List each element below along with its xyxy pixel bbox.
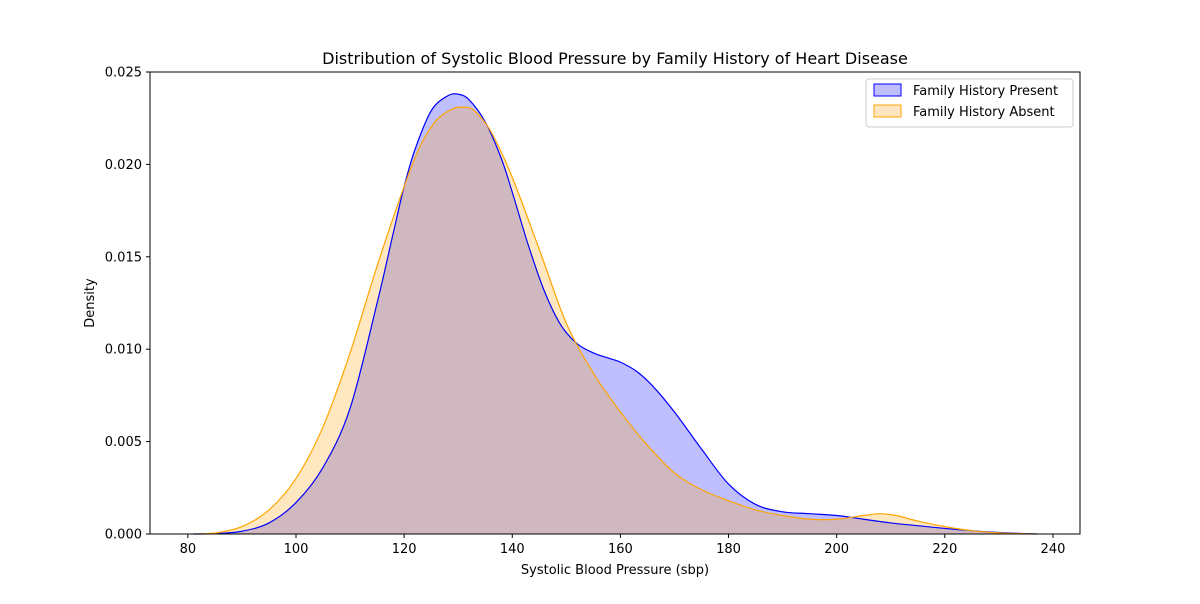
x-tick-label: 160 bbox=[608, 542, 633, 557]
y-tick-label: 0.020 bbox=[105, 158, 142, 173]
legend-label-2: Family History Absent bbox=[913, 105, 1055, 120]
y-tick-label: 0.015 bbox=[105, 250, 142, 265]
legend-swatch-1 bbox=[873, 83, 902, 97]
series-line-1 bbox=[193, 93, 1037, 535]
y-tick-label: 0.005 bbox=[105, 435, 142, 450]
x-tick-label: 80 bbox=[180, 542, 197, 557]
x-tick-label: 100 bbox=[284, 542, 309, 557]
x-axis: 80 100 120 140 160 180 200 220 240 bbox=[180, 534, 1066, 557]
y-tick-label: 0.000 bbox=[105, 528, 142, 543]
x-axis-label: Systolic Blood Pressure (sbp) bbox=[521, 563, 709, 578]
legend-swatch-2 bbox=[873, 104, 902, 118]
series-line-2 bbox=[193, 106, 1037, 535]
x-tick-label: 200 bbox=[824, 542, 849, 557]
plot-frame bbox=[149, 71, 1081, 535]
x-tick-label: 220 bbox=[932, 542, 957, 557]
y-tick-label: 0.025 bbox=[105, 66, 142, 81]
y-axis: 0.000 0.005 0.010 0.015 0.020 0.025 bbox=[105, 66, 150, 543]
series-area-2 bbox=[193, 106, 1037, 534]
legend-box bbox=[865, 78, 1074, 128]
x-tick-label: 180 bbox=[716, 542, 741, 557]
legend-label-1: Family History Present bbox=[913, 84, 1058, 99]
x-tick-label: 240 bbox=[1041, 542, 1066, 557]
series-area-1 bbox=[193, 93, 1037, 535]
chart-title: Distribution of Systolic Blood Pressure … bbox=[322, 49, 908, 68]
x-tick-label: 120 bbox=[392, 542, 417, 557]
y-tick-label: 0.010 bbox=[105, 343, 142, 358]
x-tick-label: 140 bbox=[500, 542, 525, 557]
series-areas bbox=[193, 93, 1037, 535]
y-axis-label: Density bbox=[83, 278, 98, 328]
legend: Family History Present Family History Abs… bbox=[865, 78, 1074, 128]
